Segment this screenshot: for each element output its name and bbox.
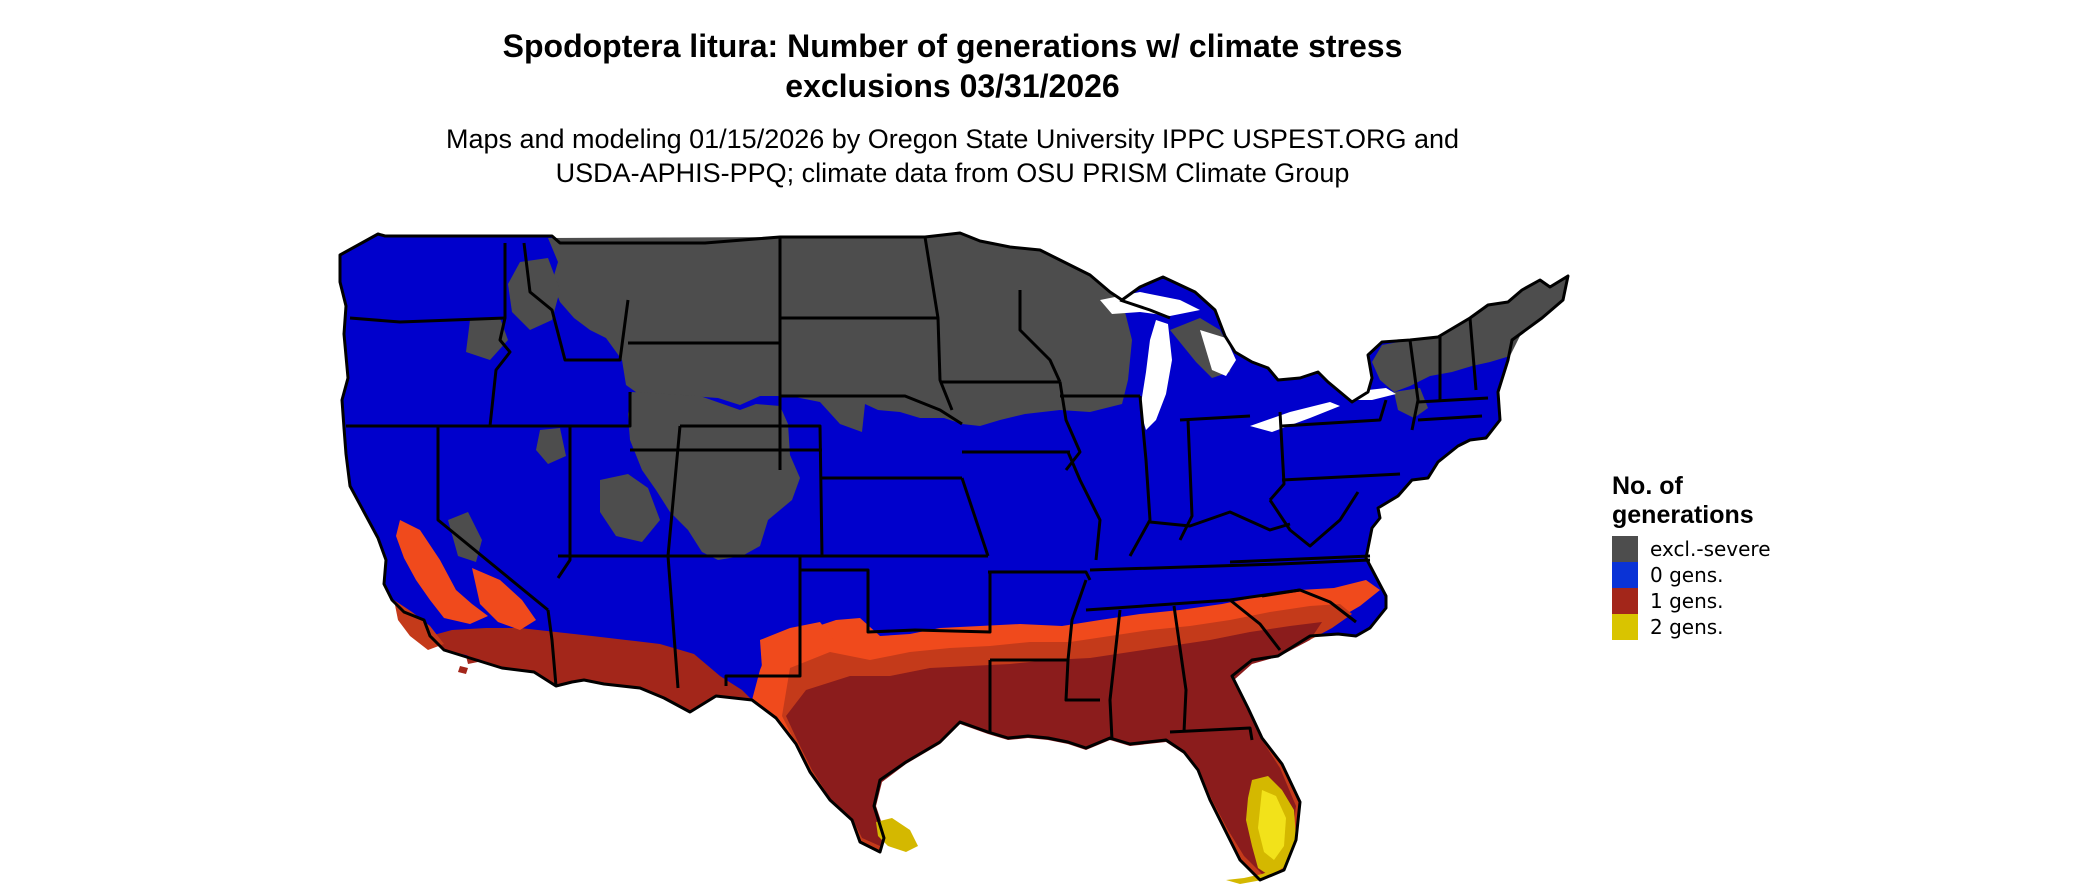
border-ga-fl (1169, 726, 1254, 741)
legend-swatch-2-gens (1612, 614, 1638, 640)
legend-swatch-0-gens (1612, 562, 1638, 588)
legend-items: excl.-severe 0 gens. 1 gens. 2 gens. (1612, 536, 1812, 640)
legend-title: No. of generations (1612, 472, 1754, 529)
one-gen-california-valley (396, 520, 488, 624)
border-pa-ny (1281, 399, 1388, 428)
map-subtitle-line-2: USDA-APHIS-PPQ; climate data from OSU PR… (555, 158, 1350, 188)
map-title-line-1: Spodoptera litura: Number of generations… (502, 28, 1403, 64)
island-fragments (444, 638, 478, 674)
national-outline (338, 231, 1570, 882)
two-gen-south-florida-light (1258, 790, 1286, 860)
border-ct-ri (1417, 414, 1483, 422)
border-nv-ut (556, 426, 572, 579)
legend-swatch-excl-severe (1612, 536, 1638, 562)
border-mi-upper (1119, 298, 1171, 320)
border-ky-oh (1149, 510, 1291, 532)
border-ca-az (546, 609, 558, 687)
state-borders (338, 231, 1570, 882)
lake-michigan (1140, 320, 1172, 430)
border-wa-or (349, 316, 506, 324)
border-nh-me (1468, 317, 1478, 391)
channel-island-1 (444, 638, 456, 648)
border-ks-mo (960, 477, 990, 557)
two-gen-south-texas (876, 818, 918, 852)
border-id-mt (522, 242, 630, 362)
border-nv-ca (436, 426, 549, 612)
border-ga-sc (1229, 598, 1282, 651)
border-ms-al (1108, 609, 1122, 741)
border-va-nc (1229, 554, 1371, 564)
one-generation-regions (394, 520, 1380, 880)
border-wv-va (1268, 491, 1360, 548)
border-al-ga (1172, 605, 1188, 733)
border-nm-tx (724, 556, 802, 686)
severe-utah-highlands (600, 474, 660, 542)
severe-oregon-patch (466, 318, 508, 360)
border-ar-ms (1064, 579, 1100, 702)
one-gen-southwest-desert (430, 628, 752, 712)
border-in-oh (1178, 419, 1194, 541)
legend-label-2-gens: 2 gens. (1650, 615, 1724, 639)
border-oh-pa (1268, 411, 1286, 501)
two-gen-florida-keys (1226, 870, 1274, 884)
border-ok (800, 568, 992, 634)
border-mo-ar (988, 570, 1092, 581)
border-nc-sc (1261, 588, 1357, 624)
border-id-ut (570, 392, 632, 428)
legend-label-excl-severe: excl.-severe (1650, 537, 1771, 561)
border-tn-ky (1089, 558, 1371, 572)
legend-label-1-gens: 1 gens. (1650, 589, 1724, 613)
border-il-in (1128, 395, 1152, 557)
border-mo-il (1066, 451, 1102, 561)
map-title-line-2: exclusions 03/31/2026 (785, 68, 1120, 104)
border-ma (1417, 396, 1489, 404)
border-pa-md (1281, 472, 1401, 482)
border-ny-ne (1408, 339, 1420, 431)
channel-island-3 (458, 666, 468, 674)
border-mi-in-oh (1179, 414, 1251, 422)
map-legend: No. of generations excl.-severe 0 gens. … (1612, 472, 1812, 640)
one-gen-texas-west-band (760, 622, 834, 668)
border-nd-mn (923, 236, 954, 411)
legend-item-excl-severe: excl.-severe (1612, 536, 1812, 562)
severe-central-rockies (628, 392, 800, 560)
legend-swatch-1-gens (1612, 588, 1638, 614)
lake-erie (1250, 402, 1340, 432)
two-generation-regions (876, 776, 1296, 884)
one-gen-california-desert (472, 568, 536, 630)
legend-label-0-gens: 0 gens. (1650, 563, 1724, 587)
border-az-nm (666, 555, 680, 689)
one-gen-dark-core (786, 622, 1322, 874)
border-wy-ne (780, 394, 963, 426)
border-wa-id (488, 243, 512, 427)
map-subtitle-line-1: Maps and modeling 01/15/2026 by Oregon S… (445, 124, 1460, 154)
border-mn-wi (1018, 290, 1062, 383)
legend-item-0-gens: 0 gens. (1612, 562, 1812, 588)
legend-item-1-gens: 1 gens. (1612, 588, 1812, 614)
severe-nevada-patch (536, 428, 566, 464)
severe-appalachian-patch (1394, 388, 1428, 418)
legend-item-2-gens: 2 gens. (1612, 614, 1812, 640)
